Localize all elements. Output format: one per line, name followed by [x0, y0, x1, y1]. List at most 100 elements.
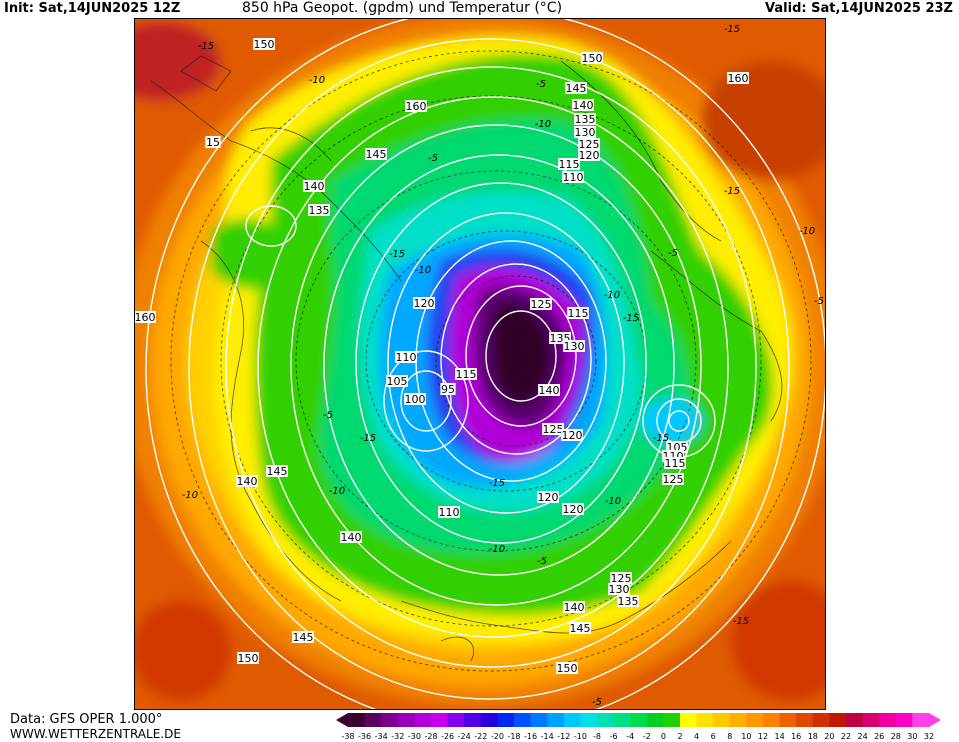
svg-text:140: 140 — [341, 531, 362, 544]
geopotential-label: 150 — [237, 652, 259, 665]
legend-tick-label: -36 — [358, 732, 371, 741]
legend-swatch — [597, 713, 615, 727]
svg-text:115: 115 — [665, 457, 686, 470]
legend-swatch — [364, 713, 382, 727]
legend-tick-label: 30 — [907, 732, 917, 741]
footer: Data: GFS OPER 1.000° WWW.WETTERZENTRALE… — [10, 712, 181, 742]
legend-swatch — [763, 713, 781, 727]
temperature-label: -5 — [536, 79, 546, 90]
svg-text:120: 120 — [538, 491, 559, 504]
legend-tick-label: -30 — [408, 732, 421, 741]
temperature-label: -5 — [537, 556, 547, 567]
source-url[interactable]: WWW.WETTERZENTRALE.DE — [10, 727, 181, 741]
svg-text:125: 125 — [663, 473, 684, 486]
legend-tick-label: -14 — [541, 732, 554, 741]
data-source: Data: GFS OPER 1.000° — [10, 712, 163, 727]
geopotential-label: 140 — [303, 180, 325, 193]
temperature-label: -5 — [814, 296, 824, 307]
geopotential-label: 115 — [567, 307, 589, 320]
geopotential-label: 120 — [413, 297, 435, 310]
svg-text:150: 150 — [582, 52, 603, 65]
svg-text:140: 140 — [539, 384, 560, 397]
svg-text:120: 120 — [579, 149, 600, 162]
geopotential-label: 130 — [574, 126, 596, 139]
geopotential-label: 130 — [608, 583, 630, 596]
legend-swatch — [414, 713, 432, 727]
legend-swatch — [530, 713, 548, 727]
legend-tick-label: -32 — [391, 732, 404, 741]
geopotential-label: 160 — [135, 311, 156, 324]
legend-tick-label: 22 — [841, 732, 851, 741]
legend-tick-label: -34 — [375, 732, 388, 741]
temperature-label: -5 — [428, 153, 438, 164]
geopotential-label: 115 — [455, 368, 477, 381]
geopotential-label: 135 — [308, 204, 330, 217]
legend-tick-label: 16 — [791, 732, 801, 741]
temperature-label: -10 — [604, 290, 620, 301]
legend-swatch — [663, 713, 681, 727]
svg-text:145: 145 — [570, 622, 591, 635]
temperature-label: -10 — [535, 119, 551, 130]
temperature-label: -15 — [623, 313, 639, 324]
legend-tick-label: 18 — [808, 732, 818, 741]
legend-tick-label: -2 — [643, 732, 651, 741]
svg-text:130: 130 — [564, 340, 585, 353]
geopotential-label: 100 — [404, 393, 426, 406]
svg-text:135: 135 — [618, 595, 639, 608]
geopotential-label: 125 — [542, 423, 564, 436]
svg-text:160: 160 — [406, 100, 427, 113]
geopotential-label: 105 — [386, 375, 408, 388]
legend-tick-label: 2 — [677, 732, 682, 741]
geopotential-label: 115 — [664, 457, 686, 470]
svg-text:135: 135 — [309, 204, 330, 217]
legend-swatch — [480, 713, 498, 727]
legend-tick-label: 26 — [874, 732, 884, 741]
legend-arrow-right — [929, 713, 941, 727]
legend-swatch — [646, 713, 664, 727]
legend-swatch — [348, 713, 366, 727]
svg-text:105: 105 — [387, 375, 408, 388]
weather-map[interactable]: 150 150 145 160 160 140 135 130 125 120 115 110 145 1… — [134, 18, 826, 710]
legend-swatch — [746, 713, 764, 727]
legend-tick-label: 14 — [775, 732, 785, 741]
geopotential-label: 95 — [440, 383, 456, 396]
geopotential-label: 140 — [340, 531, 362, 544]
legend-tick-label: 4 — [694, 732, 699, 741]
legend-swatch — [862, 713, 880, 727]
legend-tick-label: -26 — [441, 732, 454, 741]
legend-tick-label: -16 — [524, 732, 537, 741]
temperature-labels: -15 -10 -5 -10 -5 -15 -15 -10 -10 -15 -10 -15 -15 -10… — [182, 24, 824, 708]
geopotential-label: 125 — [662, 473, 684, 486]
temperature-label: -5 — [323, 410, 333, 421]
legend-swatch — [680, 713, 698, 727]
svg-text:125: 125 — [579, 138, 600, 151]
legend-tick-label: -18 — [507, 732, 520, 741]
legend-tick-label: -6 — [610, 732, 618, 741]
legend-tick-label: -28 — [424, 732, 437, 741]
geopotential-label: 160 — [405, 100, 427, 113]
legend-swatch — [779, 713, 797, 727]
svg-text:125: 125 — [543, 423, 564, 436]
svg-text:140: 140 — [564, 601, 585, 614]
svg-text:140: 140 — [573, 99, 594, 112]
legend-tick-label: 0 — [661, 732, 666, 741]
legend-swatch — [547, 713, 565, 727]
legend-tick-label: -38 — [341, 732, 354, 741]
geopotential-label: 145 — [292, 631, 314, 644]
legend-swatch — [447, 713, 465, 727]
svg-text:160: 160 — [728, 72, 749, 85]
legend-swatch — [464, 713, 482, 727]
legend-swatch — [846, 713, 864, 727]
geopotential-label: 150 — [556, 662, 578, 675]
temperature-label: -10 — [182, 490, 198, 501]
svg-text:145: 145 — [267, 465, 288, 478]
svg-text:115: 115 — [559, 158, 580, 171]
svg-text:15: 15 — [206, 136, 220, 149]
legend-bar: -38 -36 -34 -32 -30 -28 -26 -24 -22 -20 -18 -16 -14-… — [336, 713, 941, 741]
svg-text:100: 100 — [405, 393, 426, 406]
svg-text:110: 110 — [439, 506, 460, 519]
temperature-label: -5 — [668, 248, 678, 259]
legend-swatch — [729, 713, 747, 727]
legend-tick-label: 8 — [727, 732, 732, 741]
